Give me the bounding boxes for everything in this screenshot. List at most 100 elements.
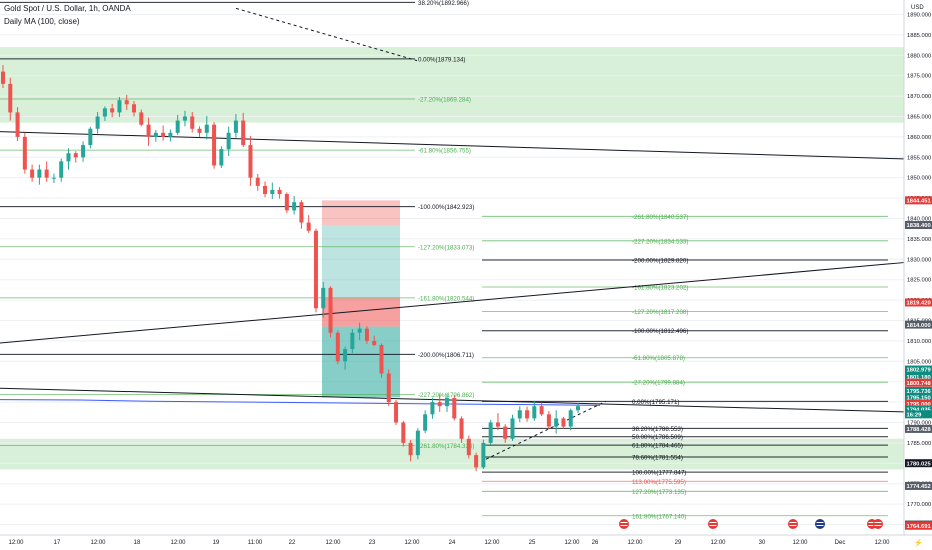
indicator-label[interactable]: Daily MA (100, close) <box>4 17 80 26</box>
candle-body <box>517 410 522 419</box>
price-tag-box <box>905 399 932 408</box>
price-tag-label: 1838.400 <box>907 223 931 229</box>
candle <box>233 114 238 138</box>
candle <box>168 129 173 142</box>
candle <box>15 107 20 141</box>
chart-title: Gold Spot / U.S. Dollar, 1h, OANDA <box>4 4 131 13</box>
price-tag: 16:29 <box>905 410 932 419</box>
price-tag: 1838.400 <box>905 221 932 229</box>
flag-stripe <box>620 522 628 523</box>
candle-body <box>474 455 479 468</box>
y-tick-label: 1860.000 <box>907 135 931 141</box>
candle <box>495 413 500 431</box>
y-tick-label: 1840.000 <box>907 217 931 223</box>
candle <box>539 402 544 416</box>
candle <box>219 146 224 168</box>
flag-disc <box>619 519 629 529</box>
price-tag-label: 1795.736 <box>907 389 932 395</box>
candle-body <box>277 189 282 195</box>
x-tick-label: 12:00 <box>484 540 500 546</box>
candle-body <box>73 153 78 158</box>
y-tick-label: 1875.000 <box>907 74 931 80</box>
candle <box>146 117 151 146</box>
trend-line <box>0 387 905 413</box>
fib-label: 0.00%(1879.134) <box>418 56 465 63</box>
candle-body <box>175 120 180 133</box>
price-tag-box <box>905 378 932 387</box>
price-tag: 1819.420 <box>905 298 932 307</box>
candle-body <box>437 402 442 407</box>
us-flag-icon <box>788 519 798 529</box>
candle-body <box>124 100 129 105</box>
y-tick-label: 1865.000 <box>907 115 931 121</box>
y-tick-label: 1830.000 <box>907 257 931 263</box>
x-tick-label: 12:00 <box>325 540 341 546</box>
candle-body <box>233 120 238 133</box>
price-tag: 1795.000 <box>905 399 932 408</box>
x-tick-label: Dec <box>835 540 846 546</box>
price-tag-box <box>905 196 932 205</box>
y-tick-label: 1855.000 <box>907 155 931 161</box>
price-tag-box <box>905 405 932 414</box>
candle <box>226 126 231 157</box>
candle-body <box>575 406 581 411</box>
fib-label: 50.00%(1786.509) <box>632 434 683 441</box>
candle <box>321 282 326 318</box>
candle-body <box>459 418 464 439</box>
candle-body <box>306 222 311 231</box>
price-tag: 1774.452 <box>905 481 932 490</box>
candle-body <box>423 414 428 431</box>
candle <box>532 400 537 421</box>
candle-body <box>153 132 158 137</box>
us-flag-icon <box>708 519 718 529</box>
candle-body <box>561 418 566 427</box>
candle <box>299 200 304 229</box>
price-tag-box <box>905 459 932 468</box>
candle-body <box>263 185 268 195</box>
y-tick-label: 1790.000 <box>907 421 931 427</box>
candle <box>335 330 340 365</box>
candle <box>88 126 93 149</box>
fib-label: -27.20%(1869.284) <box>418 97 471 104</box>
us-flag-icon <box>873 519 883 529</box>
candle-body <box>95 116 100 129</box>
candle <box>357 322 362 341</box>
price-tag-box <box>905 298 932 307</box>
y-tick-label: 1785.000 <box>907 441 931 447</box>
candle <box>8 77 13 121</box>
candle <box>139 109 144 127</box>
candle-body <box>51 177 56 179</box>
x-tick-label: 25 <box>529 540 536 546</box>
candle-body <box>415 430 420 456</box>
candle <box>110 103 115 118</box>
candle <box>408 440 413 462</box>
candle-body <box>408 442 413 456</box>
candle-body <box>525 410 530 419</box>
fib-label: -161.80%(1820.544) <box>418 295 474 302</box>
eu-flag-icon <box>815 519 825 529</box>
fib-label: -200.00%(1829.820) <box>632 258 688 265</box>
candle <box>459 416 464 443</box>
flag-disc <box>788 519 798 529</box>
x-tick-label: 12:00 <box>564 540 580 546</box>
candle-body <box>270 189 275 195</box>
price-tag-box <box>905 481 932 490</box>
candle <box>204 116 209 140</box>
candle <box>313 228 318 313</box>
candle <box>525 406 530 422</box>
flag-stripe <box>709 525 717 526</box>
us-flag-icon <box>619 519 629 529</box>
candle-body <box>139 112 144 125</box>
candle <box>568 408 573 431</box>
candle-body <box>146 124 151 137</box>
candle-body <box>444 398 449 407</box>
x-tick-label: 12:00 <box>710 540 726 546</box>
candle-body <box>30 169 35 178</box>
candle-body <box>37 169 42 178</box>
candle <box>394 400 399 425</box>
price-tag-box <box>905 424 932 433</box>
candle <box>423 410 428 434</box>
candle-body <box>495 422 500 427</box>
candle <box>452 395 457 421</box>
